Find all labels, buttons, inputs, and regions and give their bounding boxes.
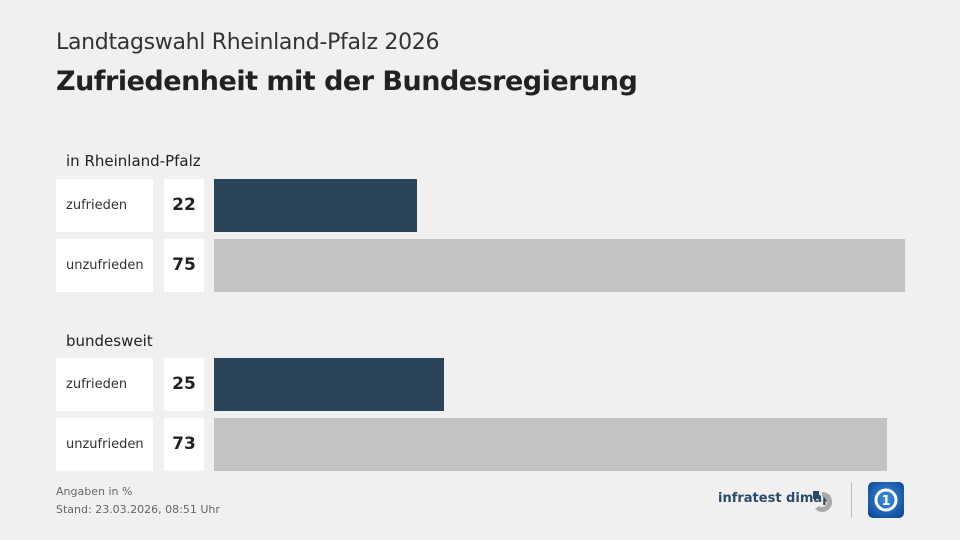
row-label: unzufrieden [56, 418, 153, 471]
group-title-rlp: in Rheinland-Pfalz [66, 152, 201, 170]
data-label: 25 [164, 358, 204, 411]
ard-logo: 1 [868, 482, 904, 518]
infratest-dimap-icon [813, 491, 833, 512]
bar-unzufrieden [214, 239, 905, 292]
bar-zufrieden [214, 358, 445, 411]
data-label: 75 [164, 239, 204, 292]
bar-zufrieden [214, 179, 417, 232]
data-label: 22 [164, 179, 204, 232]
bar-unzufrieden [214, 418, 887, 471]
divider [851, 482, 852, 518]
chart-title: Zufriedenheit mit der Bundesregierung [56, 66, 638, 97]
row-label: zufrieden [56, 358, 153, 411]
svg-text:1: 1 [881, 494, 890, 509]
infratest-dimap-logo: infratest dimap [718, 491, 832, 506]
data-label: 73 [164, 418, 204, 471]
row-label: zufrieden [56, 179, 153, 232]
group-title-bund: bundesweit [66, 332, 153, 350]
supertitle: Landtagswahl Rheinland-Pfalz 2026 [56, 30, 440, 55]
row-label: unzufrieden [56, 239, 153, 292]
unit-note: Angaben in % [56, 485, 133, 498]
timestamp: Stand: 23.03.2026, 08:51 Uhr [56, 503, 220, 516]
